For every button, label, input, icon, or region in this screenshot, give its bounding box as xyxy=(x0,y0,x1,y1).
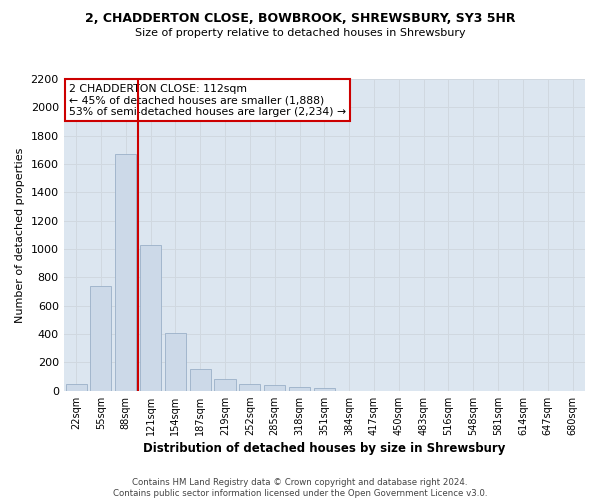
Bar xyxy=(91,286,112,391)
Text: 2 CHADDERTON CLOSE: 112sqm
← 45% of detached houses are smaller (1,888)
53% of s: 2 CHADDERTON CLOSE: 112sqm ← 45% of deta… xyxy=(69,84,346,117)
Bar xyxy=(214,380,236,390)
Bar xyxy=(314,388,335,390)
Text: Contains HM Land Registry data © Crown copyright and database right 2024.
Contai: Contains HM Land Registry data © Crown c… xyxy=(113,478,487,498)
X-axis label: Distribution of detached houses by size in Shrewsbury: Distribution of detached houses by size … xyxy=(143,442,506,455)
Bar xyxy=(140,245,161,390)
Bar xyxy=(115,154,136,390)
Y-axis label: Number of detached properties: Number of detached properties xyxy=(15,147,25,322)
Bar xyxy=(239,384,260,390)
Text: Size of property relative to detached houses in Shrewsbury: Size of property relative to detached ho… xyxy=(134,28,466,38)
Bar xyxy=(165,334,186,390)
Bar xyxy=(65,384,86,390)
Bar xyxy=(264,385,285,390)
Bar xyxy=(190,370,211,390)
Bar xyxy=(289,386,310,390)
Text: 2, CHADDERTON CLOSE, BOWBROOK, SHREWSBURY, SY3 5HR: 2, CHADDERTON CLOSE, BOWBROOK, SHREWSBUR… xyxy=(85,12,515,26)
